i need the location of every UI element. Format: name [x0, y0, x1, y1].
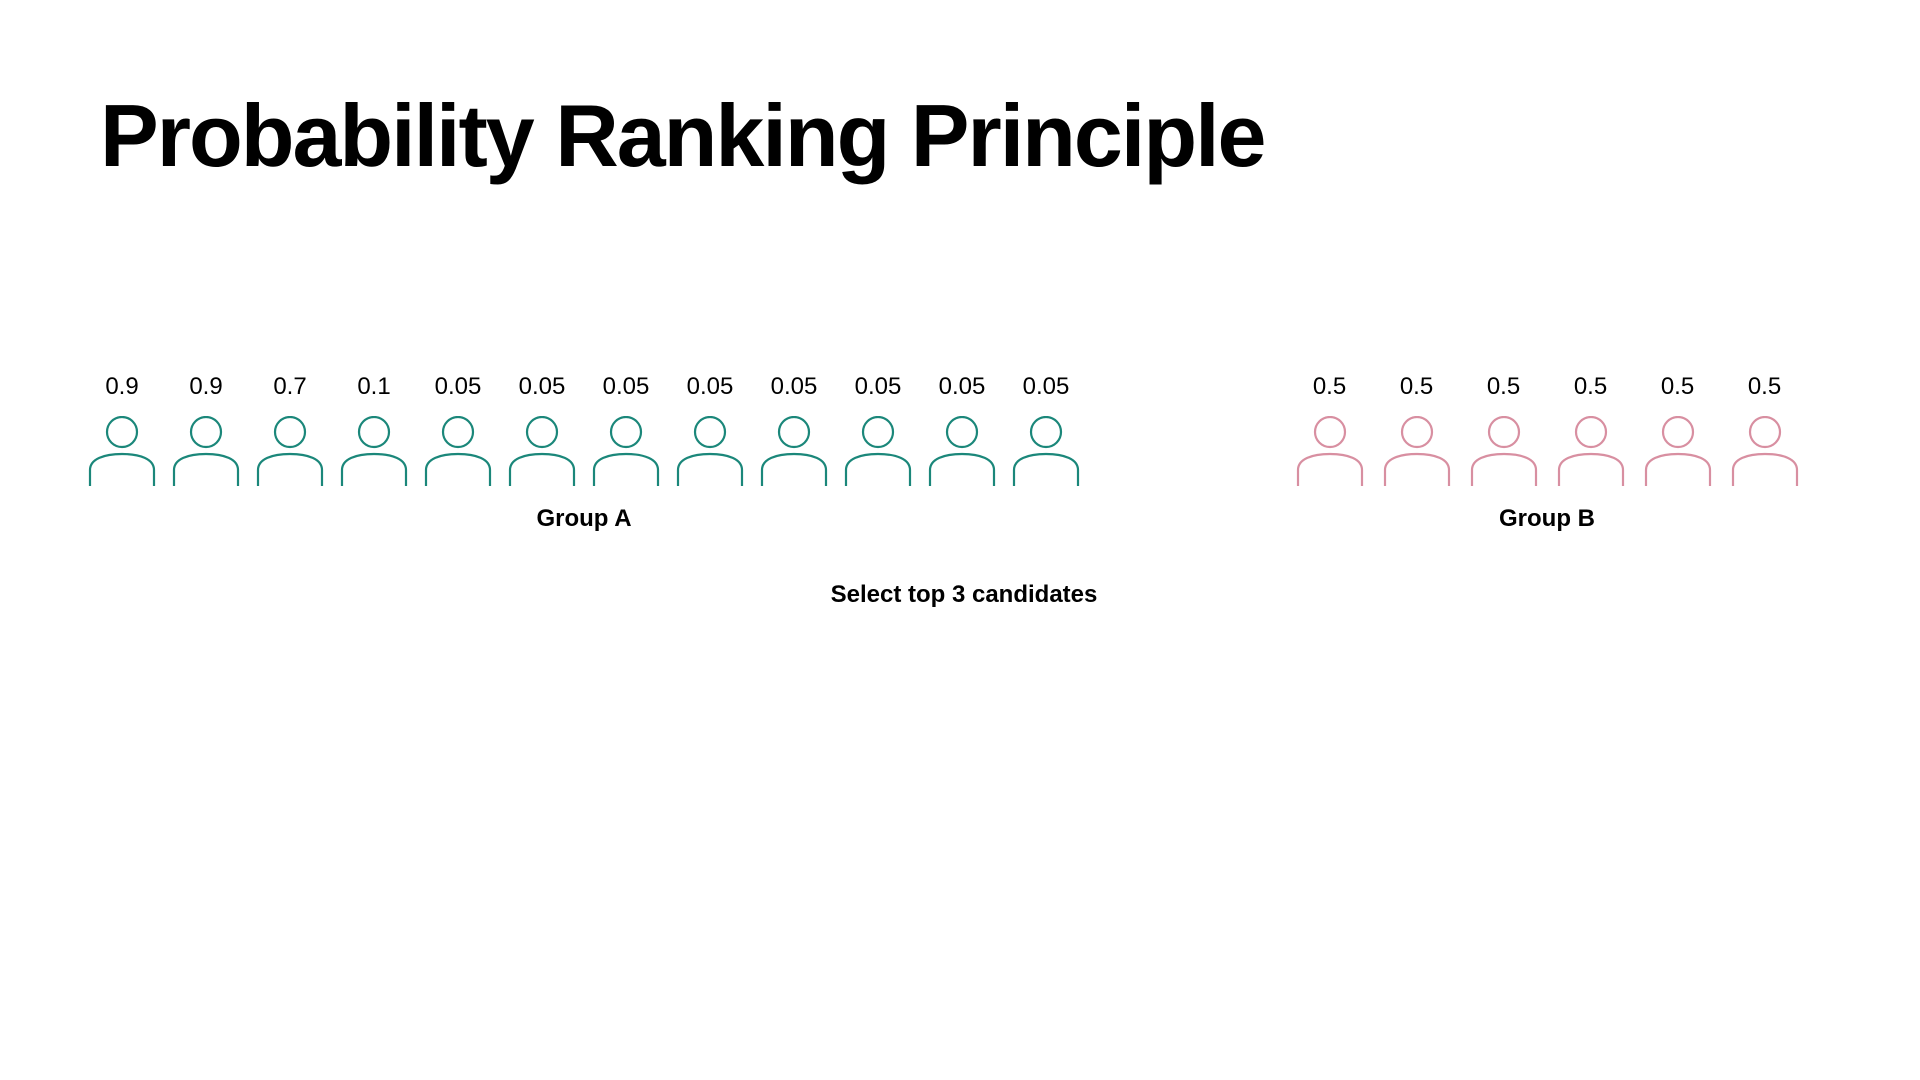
candidate-score: 0.5: [1312, 373, 1347, 400]
group-b-label: Group B: [1499, 505, 1595, 532]
candidate-score: 0.05: [770, 373, 818, 400]
candidate: 0.5: [1547, 372, 1634, 488]
person-icon: [844, 416, 912, 486]
candidate: 0.05: [500, 372, 584, 488]
person-icon: [1383, 416, 1450, 486]
candidate-score: 0.05: [938, 373, 986, 400]
person-icon: [256, 416, 324, 486]
person-icon: [1557, 416, 1624, 486]
selection-caption: Select top 3 candidates: [830, 581, 1098, 608]
person-icon: [1296, 416, 1363, 486]
group-a-candidates: 0.9 0.9 0.7 0.1 0.05 0.05 0.05 0.05 0.05 0.05 0.05…: [80, 372, 1088, 488]
person-icon: [508, 416, 576, 486]
candidate-score: 0.05: [854, 373, 902, 400]
candidate-score: 0.5: [1573, 373, 1608, 400]
candidate: 0.9: [164, 372, 248, 488]
candidate: 0.5: [1286, 372, 1373, 488]
candidate: 0.9: [80, 372, 164, 488]
person-icon: [424, 416, 492, 486]
person-icon: [340, 416, 408, 486]
person-icon: [592, 416, 660, 486]
candidate-score: 0.9: [189, 373, 223, 400]
candidate: 0.05: [1004, 372, 1088, 488]
candidate: 0.5: [1721, 372, 1808, 488]
candidate-score: 0.1: [357, 373, 391, 400]
candidate-score: 0.05: [518, 373, 566, 400]
group-b-candidates: 0.5 0.5 0.5 0.5 0.5 0.5: [1286, 372, 1808, 488]
candidate: 0.05: [584, 372, 668, 488]
candidate: 0.7: [248, 372, 332, 488]
candidate-score: 0.5: [1660, 373, 1695, 400]
candidate-score: 0.05: [434, 373, 482, 400]
group-a-label: Group A: [536, 505, 632, 532]
candidate-score: 0.5: [1747, 373, 1782, 400]
candidate-score: 0.05: [1022, 373, 1070, 400]
person-icon: [928, 416, 996, 486]
group-b: 0.5 0.5 0.5 0.5 0.5 0.5 Group B: [1286, 372, 1808, 534]
candidate: 0.1: [332, 372, 416, 488]
candidate-score: 0.7: [273, 373, 307, 400]
slide-title: Probability Ranking Principle: [100, 86, 1266, 185]
candidate: 0.05: [836, 372, 920, 488]
candidate-score: 0.05: [602, 373, 650, 400]
person-icon: [1470, 416, 1537, 486]
group-a: 0.9 0.9 0.7 0.1 0.05 0.05 0.05 0.05 0.05 0.05 0.05…: [80, 372, 1088, 534]
person-icon: [676, 416, 744, 486]
person-icon: [1644, 416, 1711, 486]
person-icon: [172, 416, 240, 486]
candidate: 0.5: [1373, 372, 1460, 488]
candidate-score: 0.05: [686, 373, 734, 400]
person-icon: [1731, 416, 1798, 486]
candidate: 0.05: [920, 372, 1004, 488]
candidate-score: 0.5: [1486, 373, 1521, 400]
person-icon: [88, 416, 156, 486]
candidate-score: 0.5: [1399, 373, 1434, 400]
candidate: 0.5: [1634, 372, 1721, 488]
candidate: 0.5: [1460, 372, 1547, 488]
candidate: 0.05: [668, 372, 752, 488]
candidate: 0.05: [416, 372, 500, 488]
candidate-score: 0.9: [105, 373, 139, 400]
candidate: 0.05: [752, 372, 836, 488]
person-icon: [760, 416, 828, 486]
person-icon: [1012, 416, 1080, 486]
